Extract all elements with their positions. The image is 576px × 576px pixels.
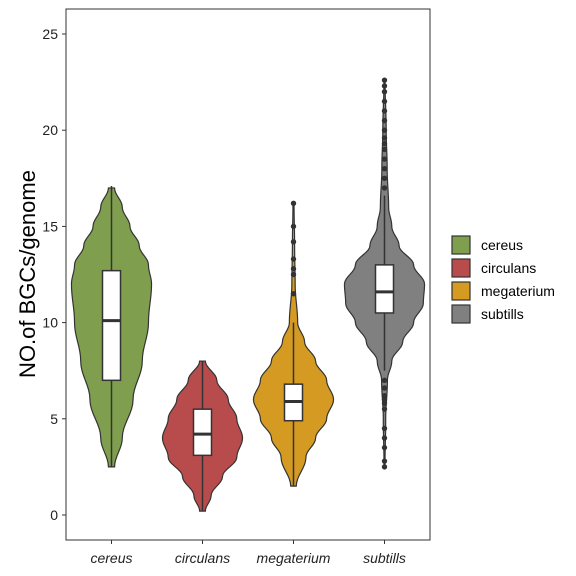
legend-label-cereus: cereus (481, 237, 523, 253)
outlier-subtills-16 (381, 140, 388, 147)
legend: cereus circulans megaterium subtills (451, 235, 555, 324)
violin-circulans (161, 360, 244, 512)
outlier-subtills-21 (381, 98, 388, 105)
outlier-megaterium-3 (290, 256, 297, 262)
outlier-megaterium-4 (290, 239, 297, 245)
outlier-megaterium-2 (290, 266, 297, 272)
outlier-subtills-12 (381, 175, 388, 182)
y-tick-label-20: 20 (42, 122, 58, 138)
outlier-subtills-13 (381, 165, 388, 172)
outlier-subtills-9 (381, 385, 388, 391)
outlier-megaterium-1 (290, 271, 297, 278)
outlier-subtills-24 (381, 77, 388, 83)
y-tick-label-0: 0 (50, 507, 58, 523)
violin-cereus (70, 186, 153, 468)
y-axis: 0 5 10 15 20 25 (42, 26, 66, 523)
legend-key-cereus (451, 235, 471, 255)
legend-key-megaterium (451, 281, 471, 301)
x-tick-label-megaterium: megaterium (257, 550, 331, 566)
outlier-subtills-15 (381, 146, 388, 153)
outlier-megaterium-6 (290, 200, 297, 207)
outlier-subtills-8 (381, 393, 388, 399)
y-tick-label-5: 5 (50, 411, 58, 427)
y-tick-label-25: 25 (42, 26, 58, 42)
box-circulans (192, 408, 213, 457)
x-axis: cereus circulans megaterium subtills (90, 540, 406, 566)
outlier-subtills-1 (381, 458, 388, 464)
outlier-subtills-10 (381, 377, 388, 384)
violin-megaterium (252, 200, 335, 487)
outlier-subtills-5 (381, 406, 388, 412)
outlier-subtills-3 (381, 435, 388, 441)
outlier-subtills-18 (381, 127, 388, 133)
y-axis-title: NO.of BGCs/genome (15, 170, 40, 378)
outlier-subtills-23 (381, 83, 388, 89)
legend-label-megaterium: megaterium (481, 283, 555, 299)
violin-subtills (343, 77, 426, 470)
legend-label-circulans: circulans (481, 260, 536, 276)
y-tick-label-10: 10 (42, 315, 58, 331)
y-tick-label-15: 15 (42, 218, 58, 234)
x-tick-label-cereus: cereus (90, 550, 132, 566)
box-subtills (374, 264, 395, 314)
outlier-subtills-19 (381, 117, 388, 124)
x-tick-label-subtills: subtills (363, 550, 406, 566)
x-tick-label-circulans: circulans (175, 550, 230, 566)
legend-label-subtills: subtills (481, 306, 524, 322)
box-cereus (101, 269, 122, 382)
outlier-subtills-14 (381, 156, 388, 162)
legend-key-circulans (451, 258, 471, 278)
outlier-subtills-11 (381, 185, 388, 191)
outlier-subtills-17 (381, 135, 388, 141)
outlier-subtills-0 (381, 464, 388, 470)
legend-key-subtills (451, 304, 471, 324)
outlier-subtills-20 (381, 108, 388, 114)
outlier-subtills-22 (381, 89, 388, 95)
outlier-subtills-2 (381, 444, 388, 451)
outlier-megaterium-0 (290, 291, 297, 297)
outlier-subtills-4 (381, 425, 388, 432)
violins-layer (70, 77, 426, 512)
outlier-megaterium-5 (290, 223, 297, 230)
